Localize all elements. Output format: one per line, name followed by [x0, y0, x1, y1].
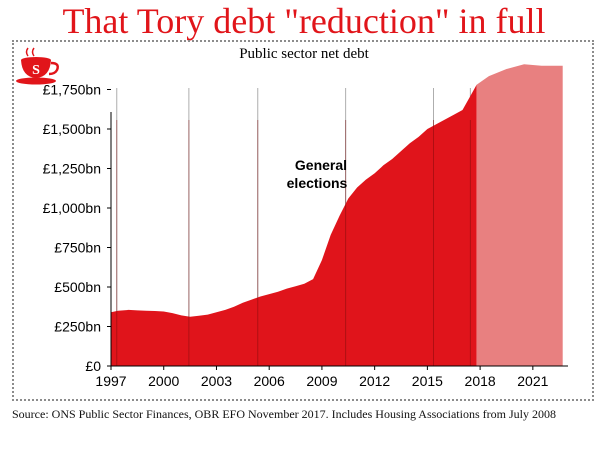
actual-debt-area — [111, 84, 477, 367]
headline: That Tory debt "reduction" in full — [62, 1, 546, 41]
x-tick-label: 2012 — [359, 373, 390, 389]
x-tick-label: 2000 — [148, 373, 179, 389]
x-tick-label: 2009 — [306, 373, 337, 389]
y-tick-label: £1,500bn — [43, 121, 101, 137]
x-tick-label: 1997 — [95, 373, 126, 389]
y-tick-label: £1,250bn — [43, 161, 101, 177]
x-tick-label: 2018 — [465, 373, 496, 389]
source-note: Source: ONS Public Sector Finances, OBR … — [12, 407, 556, 421]
y-tick-label: £250bn — [54, 319, 101, 335]
annotation-line-2: elections — [287, 175, 348, 191]
chart-title: Public sector net debt — [239, 46, 369, 62]
x-tick-label: 2006 — [254, 373, 285, 389]
y-tick-label: £750bn — [54, 240, 101, 256]
forecast-debt-area — [476, 64, 563, 366]
teacup-icon: S — [14, 44, 66, 90]
chart-frame — [12, 40, 594, 401]
y-tick-label: £500bn — [54, 279, 101, 295]
x-tick-label: 2021 — [517, 373, 548, 389]
annotation-line-1: General — [295, 157, 347, 173]
y-tick-label: £0 — [85, 358, 101, 374]
y-tick-label: £1,750bn — [43, 82, 101, 98]
y-tick-label: £1,000bn — [43, 200, 101, 216]
x-tick-label: 2015 — [412, 373, 443, 389]
logo-letter: S — [32, 63, 40, 78]
x-tick-label: 2003 — [201, 373, 232, 389]
